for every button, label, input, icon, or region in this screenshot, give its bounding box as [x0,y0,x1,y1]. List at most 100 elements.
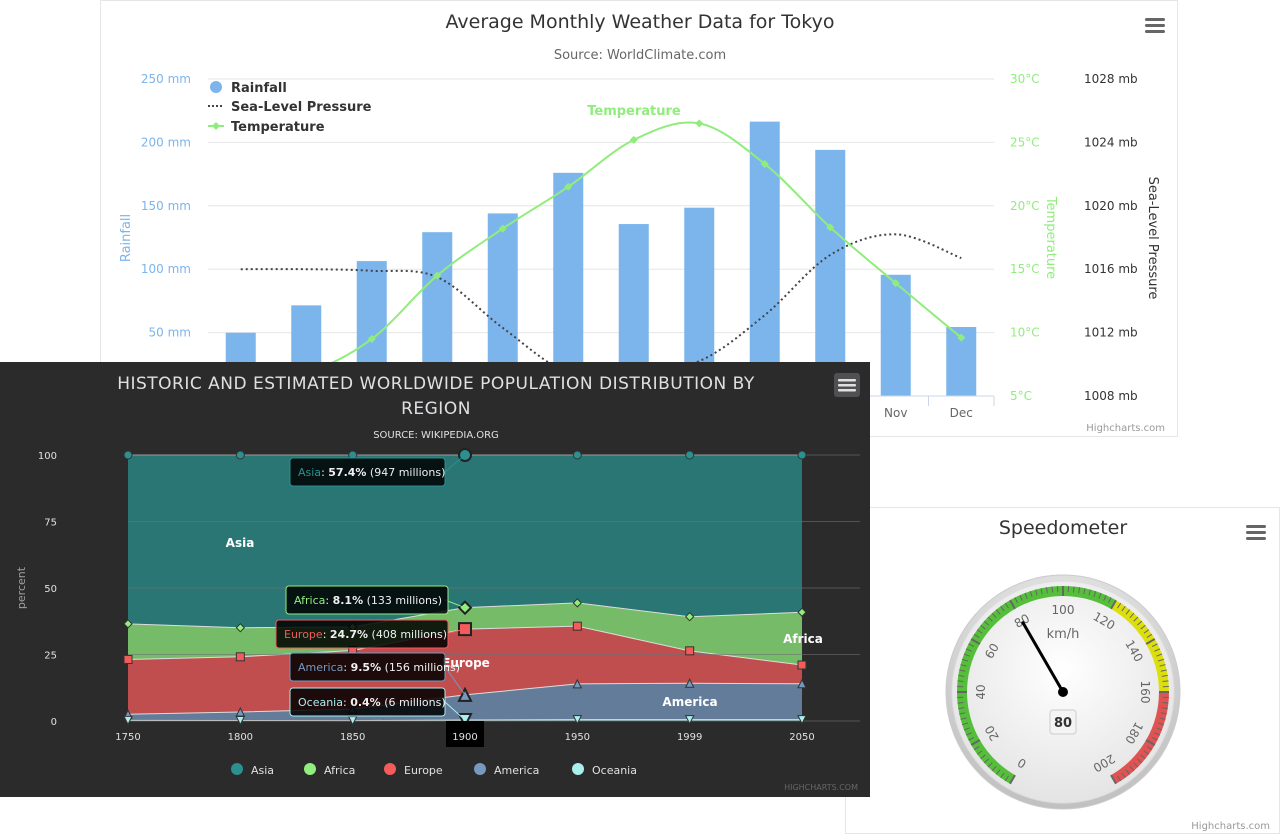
legend-symbol [384,763,396,775]
rainfall-tick-label: 100 mm [141,262,191,276]
x-category-label: Dec [950,406,973,420]
tooltip-text: America: 9.5% (156 millions) [298,661,460,674]
tooltip-value: 57.4% [328,466,366,479]
point-asia[interactable] [236,451,244,459]
temperature-axis-title: Temperature [1043,196,1058,279]
menu-bar-top [1145,18,1165,21]
y-tick-label: 25 [44,651,57,662]
point-asia[interactable] [124,451,132,459]
weather-title: Average Monthly Weather Data for Tokyo [446,11,835,33]
gauge-pivot [1058,687,1068,697]
tooltip-separator: : [325,594,332,607]
x-tick-label: 2050 [789,732,814,743]
tooltip-separator: : [323,628,330,641]
population-menu-button[interactable] [834,373,860,397]
point-asia[interactable] [686,451,694,459]
legend-item-africa[interactable]: Africa [304,763,355,777]
point-europe[interactable] [798,661,806,669]
tooltip-value: 0.4% [350,696,381,709]
legend-item-asia[interactable]: Asia [231,763,274,777]
temperature-tick-label: 5°C [1010,389,1032,403]
legend-item-oceania[interactable]: Oceania [572,763,637,777]
temperature-legend-symbol [212,122,220,130]
y-tick-label: 50 [44,584,57,595]
gauge-minor-tick [1162,702,1168,703]
menu-bar-bottom [1246,537,1266,540]
point-asia[interactable] [798,451,806,459]
population-chart-card: HISTORIC AND ESTIMATED WORLDWIDE POPULAT… [0,362,870,797]
point-europe[interactable] [236,653,244,661]
rainfall-legend-symbol [210,81,222,93]
rainfall-axis-title: Rainfall [119,214,134,262]
x-tick-label: 1900 [452,732,477,743]
y-tick-label: 0 [51,717,57,728]
point-europe[interactable] [686,647,694,655]
weather-menu-button[interactable] [1143,15,1167,37]
tooltip-separator: : [343,661,350,674]
legend-item-rainfall[interactable]: Rainfall [210,81,287,96]
tooltip-extra: (156 millions) [381,661,460,674]
menu-bar-middle [1145,24,1165,27]
temperature-point[interactable] [695,119,703,127]
point-asia[interactable] [573,451,581,459]
area-label-asia: Asia [226,536,255,550]
x-tick-label: 1750 [115,732,140,743]
population-title-line2: REGION [401,399,471,419]
population-credits[interactable]: HIGHCHARTS.COM [784,783,858,792]
legend-label: America [494,764,539,777]
temperature-line[interactable] [241,122,962,374]
gauge-tick-label: 100 [1052,603,1075,617]
point-europe[interactable] [124,655,132,663]
tooltip-asia: Asia: 57.4% (947 millions) [290,458,445,486]
legend-label: Africa [324,764,355,777]
temperature-tick-label: 15°C [1010,262,1040,276]
point-europe[interactable] [573,622,581,630]
legend-item-temperature[interactable]: Temperature [208,120,325,135]
legend-item-europe[interactable]: Europe [384,763,443,777]
speedometer-menu-button[interactable] [1244,522,1268,544]
gauge-value: 80 [1054,716,1072,731]
tooltip-oceania: Oceania: 0.4% (6 millions) [290,688,446,716]
y-tick-label: 75 [44,518,57,529]
gauge-minor-tick [958,681,964,682]
gauge-minor-tick [1073,587,1074,593]
legend-symbol [572,763,584,775]
tooltip-extra: (408 millions) [368,628,447,641]
menu-bar-middle [1246,531,1266,534]
temperature-series-label: Temperature [587,104,681,119]
temperature-tick-label: 10°C [1010,326,1040,340]
pressure-tick-label: 1024 mb [1084,135,1138,149]
temperature-tick-label: 30°C [1010,72,1040,86]
pressure-tick-label: 1020 mb [1084,199,1138,213]
population-legend: Asia Africa Europe America Oceania [231,763,637,777]
tooltip-value: 9.5% [351,661,382,674]
population-chart: HISTORIC AND ESTIMATED WORLDWIDE POPULAT… [0,362,870,797]
weather-credits[interactable]: Highcharts.com [1086,423,1165,434]
tooltip-extra: (947 millions) [366,466,445,479]
tooltip-series-name: America [298,661,343,674]
population-subtitle: SOURCE: WIKIPEDIA.ORG [373,430,499,441]
x-tick-label: 1850 [340,732,365,743]
temperature-axis: 5°C10°C15°C20°C25°C30°C [1010,72,1040,403]
rainfall-tick-label: 150 mm [141,199,191,213]
speedometer-credits[interactable]: Highcharts.com [1191,821,1270,832]
legend-item-pressure[interactable]: Sea-Level Pressure [208,100,372,115]
gauge-minor-tick [1052,587,1053,593]
population-y-title: percent [15,566,28,609]
rainfall-bar[interactable] [815,150,845,396]
weather-subtitle: Source: WorldClimate.com [554,48,726,63]
legend-symbol [304,763,316,775]
legend-item-america[interactable]: America [474,763,539,777]
tooltip-africa: Africa: 8.1% (133 millions) [286,586,448,614]
gauge-tick-label: 40 [974,684,988,699]
rainfall-tick-label: 250 mm [141,72,191,86]
tooltip-series-name: Oceania [298,696,343,709]
area-label-africa: Africa [783,632,823,646]
speedometer-title: Speedometer [999,517,1128,539]
y-tick-label: 100 [38,451,57,462]
menu-bar-middle [838,384,856,387]
rainfall-tick-label: 200 mm [141,135,191,149]
population-y-axis: 0 25 50 75 100 [38,451,57,728]
